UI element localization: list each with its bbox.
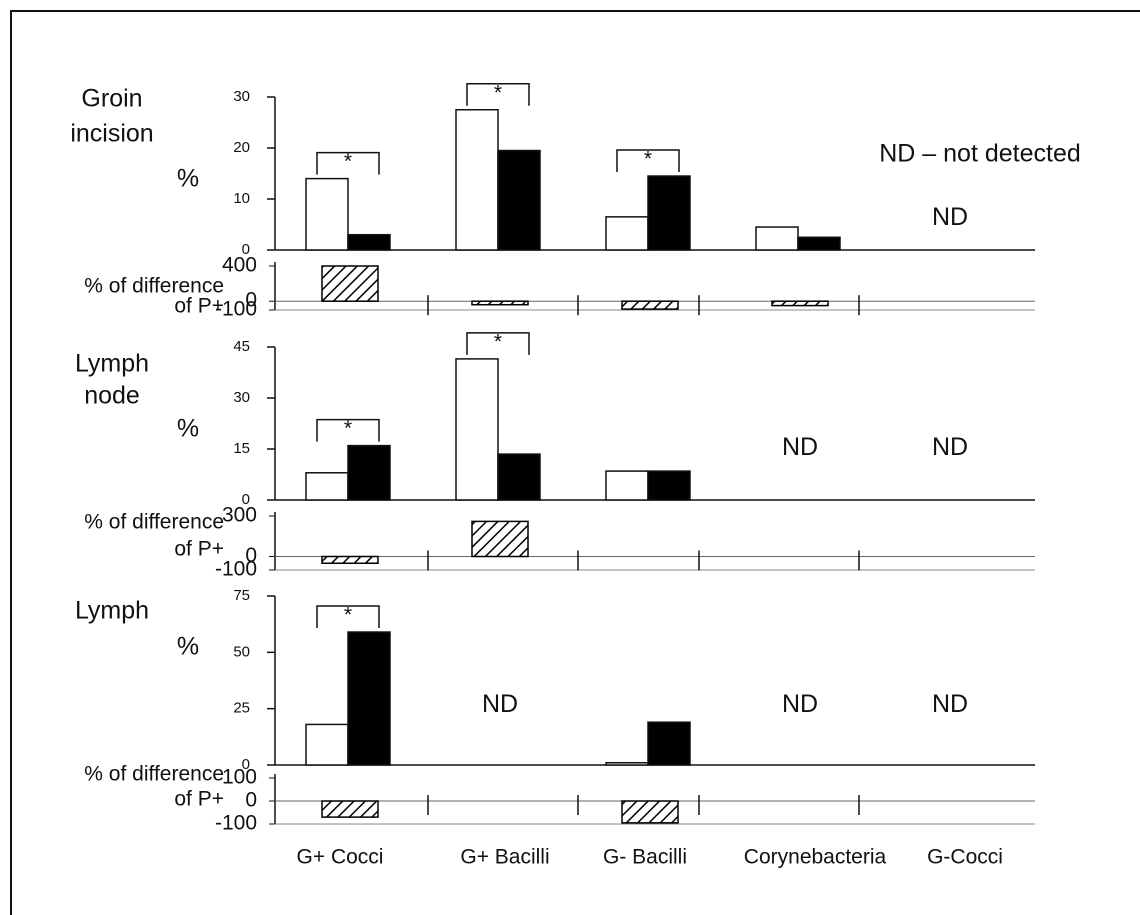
- difference-bar: [471, 520, 529, 558]
- y-axis-label: % of difference: [84, 511, 224, 534]
- difference-bar: [321, 800, 379, 818]
- difference-bar: [321, 265, 379, 302]
- bar: [755, 226, 799, 251]
- y-tick-label: 30: [233, 88, 250, 105]
- y-axis-label: of P+: [174, 295, 224, 318]
- significance-star: *: [644, 148, 652, 171]
- significance-bracket: [466, 332, 530, 355]
- y-axis-label: % of difference: [84, 763, 224, 786]
- y-axis-label: %: [177, 633, 199, 661]
- y-tick-label: 30: [233, 389, 250, 406]
- bar: [647, 470, 691, 501]
- y-tick-label: 25: [233, 700, 250, 717]
- bar: [305, 472, 349, 501]
- panel-title: Lymph: [75, 597, 149, 625]
- annotation: ND: [932, 203, 968, 231]
- y-tick-label: 100: [222, 766, 257, 789]
- x-tick-label: Corynebacteria: [744, 846, 887, 869]
- bar: [647, 175, 691, 251]
- bar: [305, 723, 349, 766]
- y-axis-label: %: [177, 165, 199, 193]
- annotation: ND: [482, 690, 518, 718]
- bar: [497, 149, 541, 251]
- significance-star: *: [494, 81, 502, 104]
- annotation: ND: [932, 690, 968, 718]
- panel-title: node: [84, 382, 140, 410]
- y-tick-label: 20: [233, 139, 250, 156]
- y-tick-label: -100: [215, 558, 257, 581]
- bar: [455, 109, 499, 251]
- significance-bracket: [316, 605, 380, 629]
- y-tick-label: 10: [233, 190, 250, 207]
- y-axis-label: of P+: [174, 538, 224, 561]
- y-tick-label: -100: [215, 298, 257, 321]
- panel-title: Groin: [81, 85, 142, 113]
- y-tick-label: -100: [215, 812, 257, 835]
- x-tick-label: G+ Bacilli: [460, 846, 549, 869]
- y-tick-label: 0: [242, 756, 250, 773]
- y-tick-label: 0: [245, 544, 257, 567]
- y-tick-label: 0: [245, 789, 257, 812]
- y-tick-label: 50: [233, 643, 250, 660]
- significance-bracket: [316, 151, 380, 175]
- bar: [305, 177, 349, 251]
- y-tick-label: 0: [245, 289, 257, 312]
- bar: [347, 444, 391, 501]
- significance-star: *: [344, 150, 352, 173]
- y-tick-label: 400: [222, 254, 257, 277]
- difference-bar: [321, 555, 379, 564]
- significance-bracket: [466, 83, 530, 106]
- difference-bar: [471, 300, 529, 306]
- significance-star: *: [494, 330, 502, 353]
- bar: [605, 216, 649, 251]
- significance-bracket: [616, 149, 680, 173]
- x-tick-label: G+ Cocci: [297, 846, 384, 869]
- bar: [497, 453, 541, 501]
- x-tick-label: G-Cocci: [927, 846, 1003, 869]
- significance-star: *: [344, 417, 352, 440]
- y-tick-label: 75: [233, 587, 250, 604]
- y-axis-label: % of difference: [84, 275, 224, 298]
- frame: [10, 10, 1140, 915]
- annotation: ND: [782, 433, 818, 461]
- x-tick-label: G- Bacilli: [603, 846, 687, 869]
- y-tick-label: 0: [242, 491, 250, 508]
- note: ND – not detected: [879, 140, 1081, 168]
- difference-bar: [771, 300, 829, 307]
- y-tick-label: 15: [233, 440, 250, 457]
- y-axis-label: %: [177, 415, 199, 443]
- bar: [647, 721, 691, 766]
- bar: [605, 761, 649, 766]
- significance-bracket: [316, 418, 380, 442]
- y-tick-label: 300: [222, 504, 257, 527]
- difference-bar: [621, 800, 679, 824]
- annotation: ND: [932, 433, 968, 461]
- bar: [797, 236, 841, 251]
- significance-star: *: [344, 604, 352, 627]
- bar: [455, 358, 499, 501]
- panel-title: incision: [70, 120, 153, 148]
- y-tick-label: 0: [242, 241, 250, 258]
- y-axis-label: of P+: [174, 788, 224, 811]
- annotation: ND: [782, 690, 818, 718]
- bar: [347, 233, 391, 251]
- bar: [605, 470, 649, 501]
- y-tick-label: 45: [233, 338, 250, 355]
- bar: [347, 631, 391, 766]
- panel-title: Lymph: [75, 350, 149, 378]
- difference-bar: [621, 300, 679, 310]
